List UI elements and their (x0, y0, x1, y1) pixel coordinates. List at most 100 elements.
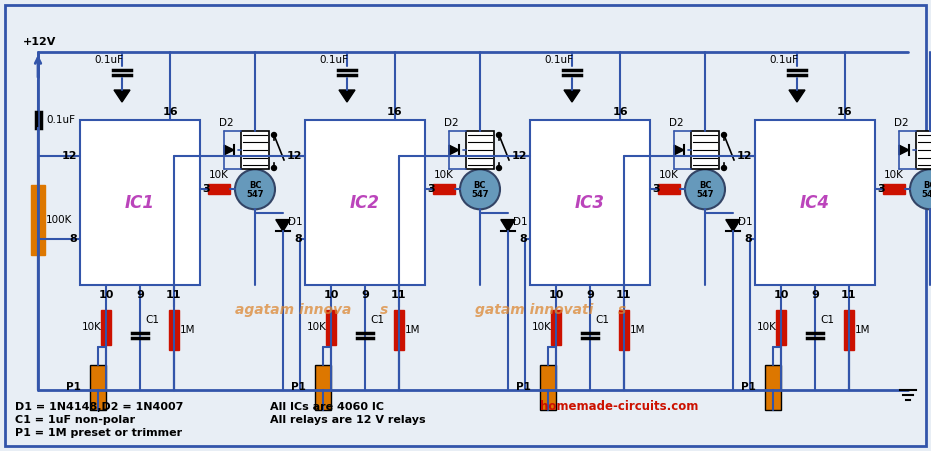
Text: 1M: 1M (855, 325, 870, 335)
Text: 10: 10 (324, 290, 339, 300)
Text: 547: 547 (696, 190, 714, 199)
Text: 10K: 10K (306, 322, 327, 332)
Text: 8: 8 (294, 234, 302, 244)
Text: 3: 3 (427, 184, 435, 194)
Text: D1: D1 (288, 217, 303, 227)
Polygon shape (674, 145, 683, 155)
Bar (530, 120, 650, 285)
Text: D2: D2 (444, 118, 458, 128)
Bar (316, 365, 331, 410)
Bar (169, 310, 179, 350)
Text: 10K: 10K (532, 322, 551, 332)
Polygon shape (564, 90, 580, 102)
Text: D2: D2 (668, 118, 683, 128)
Text: P1: P1 (290, 382, 305, 392)
Text: 16: 16 (613, 107, 627, 117)
Text: 9: 9 (586, 290, 594, 300)
Text: 11: 11 (615, 290, 631, 300)
Text: C1 = 1uF non-polar: C1 = 1uF non-polar (15, 415, 135, 425)
Text: BC: BC (699, 181, 711, 190)
Text: 12: 12 (511, 151, 527, 161)
Bar (305, 120, 425, 285)
Text: IC4: IC4 (800, 193, 830, 212)
Text: gatam innovati: gatam innovati (475, 303, 593, 317)
Text: s: s (618, 303, 627, 317)
Polygon shape (789, 90, 805, 102)
Text: IC1: IC1 (125, 193, 155, 212)
Text: D1: D1 (513, 217, 528, 227)
Text: 0.1uF: 0.1uF (544, 55, 573, 65)
Text: 10K: 10K (884, 170, 904, 180)
Bar (80, 120, 200, 285)
Text: 0.1uF: 0.1uF (46, 115, 75, 125)
Text: 0.1uF: 0.1uF (769, 55, 798, 65)
Polygon shape (339, 90, 355, 102)
Text: 9: 9 (136, 290, 144, 300)
Text: 10: 10 (774, 290, 789, 300)
Circle shape (722, 133, 726, 138)
Text: D1 = 1N4148,D2 = 1N4007: D1 = 1N4148,D2 = 1N4007 (15, 402, 183, 412)
Text: 8: 8 (69, 234, 77, 244)
Bar (466, 131, 494, 169)
Text: C1: C1 (145, 315, 159, 325)
Text: 3: 3 (652, 184, 660, 194)
Circle shape (460, 169, 500, 209)
Text: 1M: 1M (405, 325, 420, 335)
Text: 8: 8 (744, 234, 752, 244)
Text: BC: BC (249, 181, 262, 190)
Bar (433, 184, 455, 194)
Text: 10: 10 (99, 290, 115, 300)
Polygon shape (276, 220, 290, 231)
Text: P1: P1 (740, 382, 755, 392)
Text: 3: 3 (202, 184, 209, 194)
Text: 547: 547 (471, 190, 489, 199)
Text: All relays are 12 V relays: All relays are 12 V relays (270, 415, 425, 425)
Circle shape (496, 166, 502, 170)
Polygon shape (726, 220, 740, 231)
Text: 11: 11 (391, 290, 406, 300)
Text: 547: 547 (247, 190, 263, 199)
Polygon shape (501, 220, 515, 231)
Polygon shape (449, 145, 459, 155)
Bar (208, 184, 230, 194)
Text: 8: 8 (519, 234, 527, 244)
Bar (658, 184, 680, 194)
Bar (394, 310, 404, 350)
Bar (540, 365, 557, 410)
Text: 16: 16 (162, 107, 178, 117)
Text: C1: C1 (370, 315, 384, 325)
Text: P1 = 1M preset or trimmer: P1 = 1M preset or trimmer (15, 428, 182, 438)
Text: 100K: 100K (46, 215, 73, 225)
Text: 12: 12 (736, 151, 752, 161)
Bar (327, 310, 336, 345)
Bar (101, 310, 112, 345)
Circle shape (910, 169, 931, 209)
Text: BC: BC (474, 181, 486, 190)
Text: 12: 12 (61, 151, 77, 161)
Polygon shape (114, 90, 130, 102)
Text: D1: D1 (738, 217, 752, 227)
Text: 9: 9 (811, 290, 819, 300)
Text: 11: 11 (166, 290, 182, 300)
Bar (31, 185, 45, 255)
Text: P1: P1 (65, 382, 80, 392)
Text: C1: C1 (595, 315, 609, 325)
Text: All ICs are 4060 IC: All ICs are 4060 IC (270, 402, 384, 412)
Bar (843, 310, 854, 350)
Circle shape (496, 133, 502, 138)
Text: 10: 10 (548, 290, 564, 300)
Polygon shape (224, 145, 234, 155)
Bar (691, 131, 719, 169)
Text: D2: D2 (894, 118, 909, 128)
Text: P1: P1 (516, 382, 531, 392)
Text: +12V: +12V (23, 37, 57, 47)
Text: 1M: 1M (180, 325, 196, 335)
Circle shape (272, 166, 277, 170)
Text: agatam innova: agatam innova (235, 303, 351, 317)
Text: IC3: IC3 (575, 193, 605, 212)
Text: 1M: 1M (629, 325, 645, 335)
Text: BC: BC (924, 181, 931, 190)
Text: s: s (380, 303, 388, 317)
Bar (241, 131, 269, 169)
Text: 0.1uF: 0.1uF (94, 55, 123, 65)
